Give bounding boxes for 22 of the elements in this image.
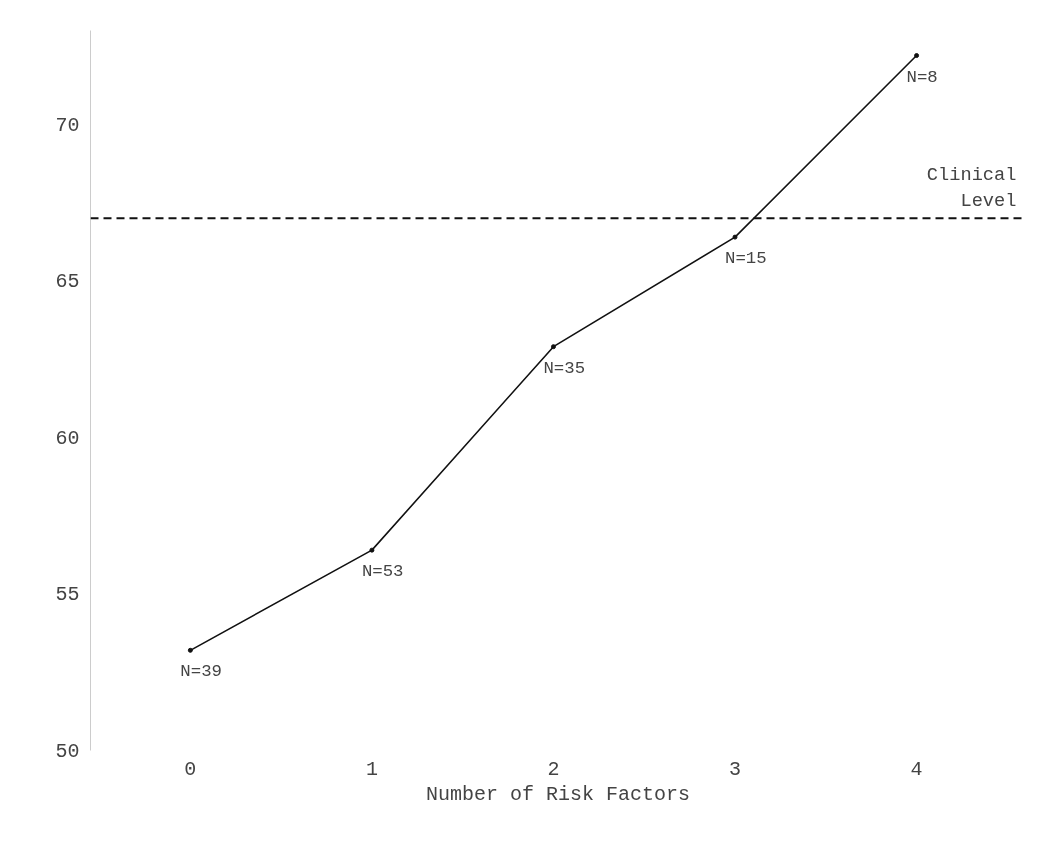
x-tick-label: 4 — [910, 757, 923, 781]
y-tick-label: 65 — [55, 270, 80, 294]
ref-line-label: Clinical Level — [926, 163, 1017, 213]
annotation: N=39 — [180, 662, 222, 682]
point — [914, 53, 920, 59]
x-tick-label: 3 — [729, 757, 742, 781]
x-tick-label: 1 — [365, 757, 378, 781]
x-axis-title: Number of Risk Factors — [425, 782, 691, 806]
y-tick-label: 70 — [55, 113, 80, 137]
annotation: N=53 — [361, 562, 404, 582]
x-tick-label: 2 — [547, 757, 560, 781]
annotation: N=8 — [906, 67, 938, 87]
point — [369, 547, 375, 553]
y-tick-label: 60 — [55, 426, 80, 450]
y-tick-label: 50 — [55, 740, 80, 763]
point — [732, 234, 738, 240]
annotation: N=15 — [725, 249, 767, 269]
point — [187, 647, 193, 653]
annotation: N=35 — [543, 358, 586, 378]
y-tick-label: 55 — [55, 583, 80, 607]
point — [550, 344, 556, 350]
x-tick-label: 0 — [184, 757, 197, 781]
